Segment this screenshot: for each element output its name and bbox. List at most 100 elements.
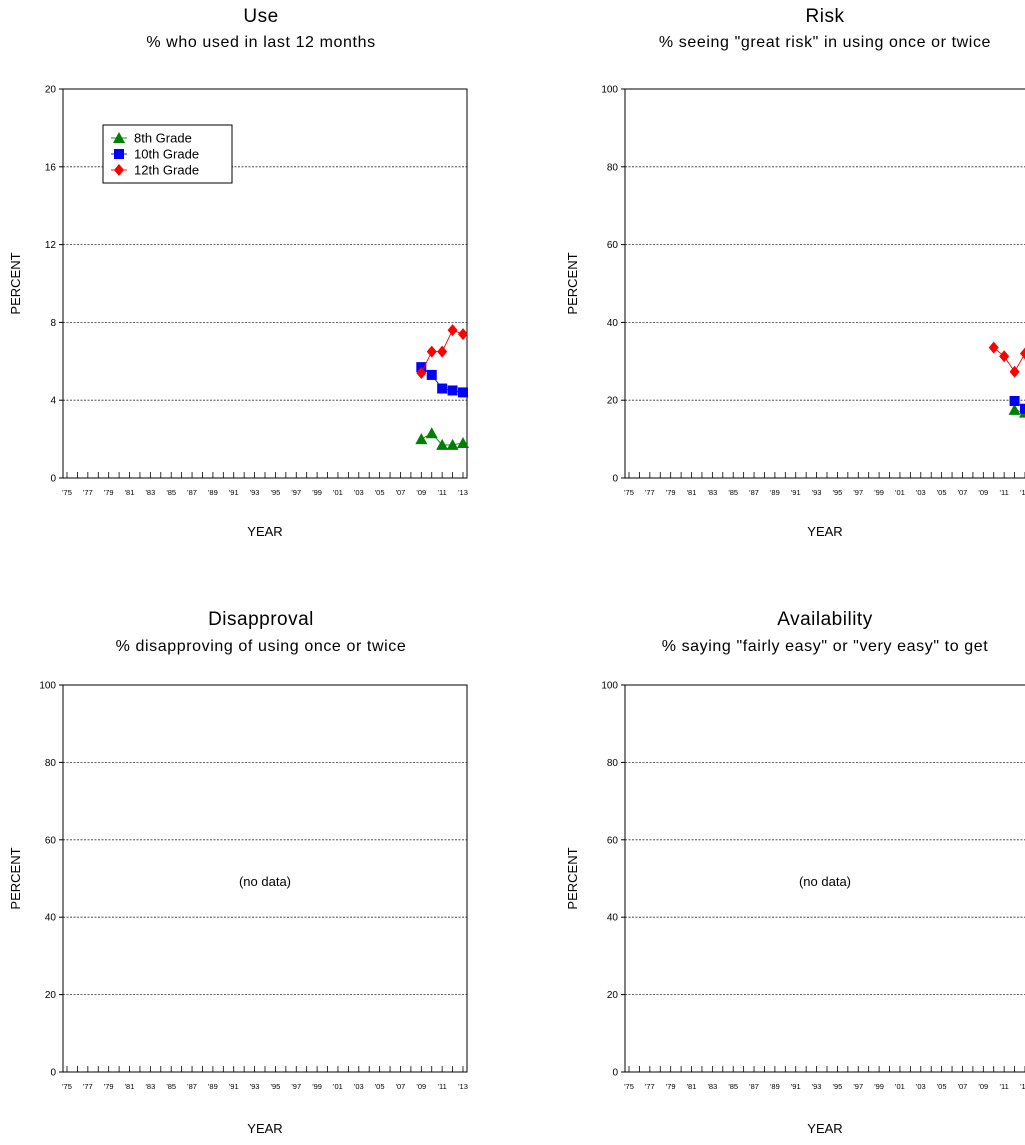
chart-subtitle: % who used in last 12 months: [146, 34, 375, 51]
y-tick-label: 0: [50, 1068, 56, 1079]
data-point-square: [1009, 395, 1020, 406]
series-12th-grade: [988, 341, 1025, 378]
chart-subtitle: % saying "fairly easy" or "very easy" to…: [662, 638, 989, 655]
y-axis-label: PERCENT: [8, 847, 23, 909]
y-tick-label: 40: [607, 913, 619, 924]
plot-frame: [624, 88, 1025, 479]
x-tick-label: '79: [666, 1082, 676, 1091]
y-tick-label: 4: [50, 396, 56, 407]
data-point-square: [1020, 403, 1025, 414]
x-tick-label: '95: [271, 1082, 281, 1091]
x-tick-label: '77: [645, 1082, 655, 1091]
x-tick-label: '11: [438, 1082, 447, 1091]
x-tick-label: '05: [375, 1082, 385, 1091]
x-tick-label: '79: [666, 488, 676, 497]
x-tick-label: '95: [833, 488, 843, 497]
y-tick-label: 40: [607, 318, 619, 329]
y-tick-label: 12: [45, 240, 57, 251]
x-tick-label: '79: [104, 488, 114, 497]
chart-title: Disapproval: [208, 609, 314, 630]
data-point-square: [458, 387, 468, 398]
x-tick-label: '77: [645, 488, 655, 497]
x-tick-label: '77: [83, 488, 93, 497]
x-tick-label: '83: [707, 1082, 717, 1091]
x-tick-label: '85: [166, 1082, 176, 1091]
series-8th-grade: [415, 427, 469, 450]
x-tick-label: '75: [62, 488, 72, 497]
data-point-square: [437, 383, 448, 394]
x-tick-label: '99: [312, 1082, 322, 1091]
y-tick-label: 20: [607, 990, 619, 1001]
y-tick-label: 60: [607, 240, 619, 251]
x-tick-label: '97: [291, 488, 301, 497]
x-tick-label: '09: [978, 488, 988, 497]
data-point-diamond: [437, 345, 448, 358]
x-tick-label: '89: [770, 1082, 780, 1091]
x-tick-label: '11: [438, 488, 447, 497]
chart-title: Use: [243, 6, 278, 27]
x-tick-label: '91: [791, 488, 801, 497]
x-tick-label: '87: [187, 1082, 197, 1091]
chart-subtitle: % disapproving of using once or twice: [116, 638, 407, 655]
y-tick-label: 16: [45, 162, 57, 173]
chart-panel-1: Use % who used in last 12 months 0 4 8 12 16 20…: [8, 6, 469, 539]
x-tick-label: '03: [916, 1082, 926, 1091]
x-tick-label: '91: [229, 1082, 239, 1091]
x-tick-label: '07: [396, 488, 406, 497]
legend-label: 12th Grade: [134, 163, 199, 178]
x-tick-label: '75: [624, 488, 634, 497]
x-tick-label: '01: [333, 1082, 343, 1091]
data-point-triangle: [436, 438, 449, 450]
series-line: [993, 347, 1025, 373]
x-tick-label: '85: [166, 488, 176, 497]
x-tick-label: '89: [208, 1082, 218, 1091]
x-tick-label: '97: [853, 1082, 863, 1091]
x-tick-label: '13: [1020, 1082, 1025, 1091]
chart-subtitle: % seeing "great risk" in using once or t…: [659, 34, 991, 51]
x-tick-label: '79: [104, 1082, 114, 1091]
data-point-diamond: [447, 324, 458, 337]
chart-title: Risk: [806, 6, 845, 27]
x-tick-label: '03: [354, 1082, 364, 1091]
y-tick-label: 20: [45, 990, 57, 1001]
x-tick-label: '89: [770, 488, 780, 497]
y-tick-label: 80: [45, 758, 57, 769]
series-12th-grade: [416, 324, 468, 379]
x-tick-label: '91: [791, 1082, 801, 1091]
x-tick-label: '93: [250, 488, 260, 497]
x-tick-label: '95: [833, 1082, 843, 1091]
x-tick-label: '99: [874, 488, 884, 497]
y-tick-label: 80: [607, 162, 619, 173]
y-tick-label: 60: [607, 835, 619, 846]
data-point-triangle: [113, 132, 125, 143]
x-tick-label: '85: [728, 1082, 738, 1091]
x-axis-label: YEAR: [247, 1121, 282, 1136]
legend-label: 10th Grade: [134, 147, 199, 162]
data-point-square: [426, 369, 437, 380]
y-tick-label: 100: [601, 681, 618, 692]
y-tick-label: 20: [45, 85, 57, 96]
x-tick-label: '93: [812, 488, 822, 497]
data-point-diamond: [416, 366, 427, 379]
x-tick-label: '01: [895, 1082, 905, 1091]
x-tick-label: '05: [375, 488, 385, 497]
data-point-square: [114, 149, 124, 159]
x-tick-label: '97: [853, 488, 863, 497]
y-tick-label: 8: [50, 318, 56, 329]
y-tick-label: 80: [607, 758, 619, 769]
chart-panel-3: Disapproval % disapproving of using once …: [8, 609, 468, 1136]
x-tick-label: '75: [624, 1082, 634, 1091]
x-tick-label: '13: [458, 488, 468, 497]
data-point-triangle: [446, 438, 459, 450]
x-tick-label: '97: [291, 1082, 301, 1091]
x-tick-label: '81: [125, 488, 135, 497]
x-tick-label: '09: [416, 488, 426, 497]
x-tick-label: '95: [271, 488, 281, 497]
x-tick-label: '93: [812, 1082, 822, 1091]
data-point-diamond: [988, 341, 999, 354]
x-tick-label: '81: [687, 488, 697, 497]
x-tick-label: '87: [749, 488, 759, 497]
y-tick-label: 0: [612, 474, 618, 485]
